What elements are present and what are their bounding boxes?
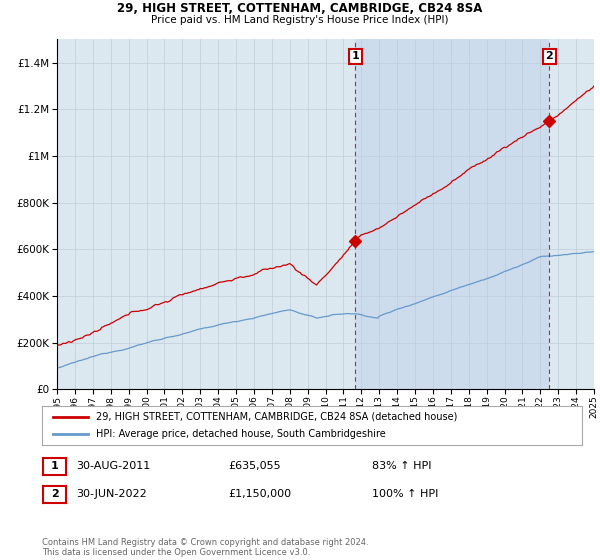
Text: 1: 1 bbox=[352, 52, 359, 62]
Text: 29, HIGH STREET, COTTENHAM, CAMBRIDGE, CB24 8SA: 29, HIGH STREET, COTTENHAM, CAMBRIDGE, C… bbox=[118, 2, 482, 15]
Text: HPI: Average price, detached house, South Cambridgeshire: HPI: Average price, detached house, Sout… bbox=[96, 429, 386, 439]
Text: 30-AUG-2011: 30-AUG-2011 bbox=[76, 461, 151, 471]
Text: 100% ↑ HPI: 100% ↑ HPI bbox=[372, 489, 439, 499]
Text: Contains HM Land Registry data © Crown copyright and database right 2024.
This d: Contains HM Land Registry data © Crown c… bbox=[42, 538, 368, 557]
Bar bbox=[355, 39, 549, 389]
Text: 83% ↑ HPI: 83% ↑ HPI bbox=[372, 461, 431, 471]
Text: 2: 2 bbox=[545, 52, 553, 62]
Text: 30-JUN-2022: 30-JUN-2022 bbox=[76, 489, 147, 499]
Text: 2: 2 bbox=[51, 489, 58, 500]
Text: £1,150,000: £1,150,000 bbox=[228, 489, 291, 499]
Text: 1: 1 bbox=[51, 461, 58, 472]
Text: £635,055: £635,055 bbox=[228, 461, 281, 471]
Text: Price paid vs. HM Land Registry's House Price Index (HPI): Price paid vs. HM Land Registry's House … bbox=[151, 15, 449, 25]
Text: 29, HIGH STREET, COTTENHAM, CAMBRIDGE, CB24 8SA (detached house): 29, HIGH STREET, COTTENHAM, CAMBRIDGE, C… bbox=[96, 412, 457, 422]
